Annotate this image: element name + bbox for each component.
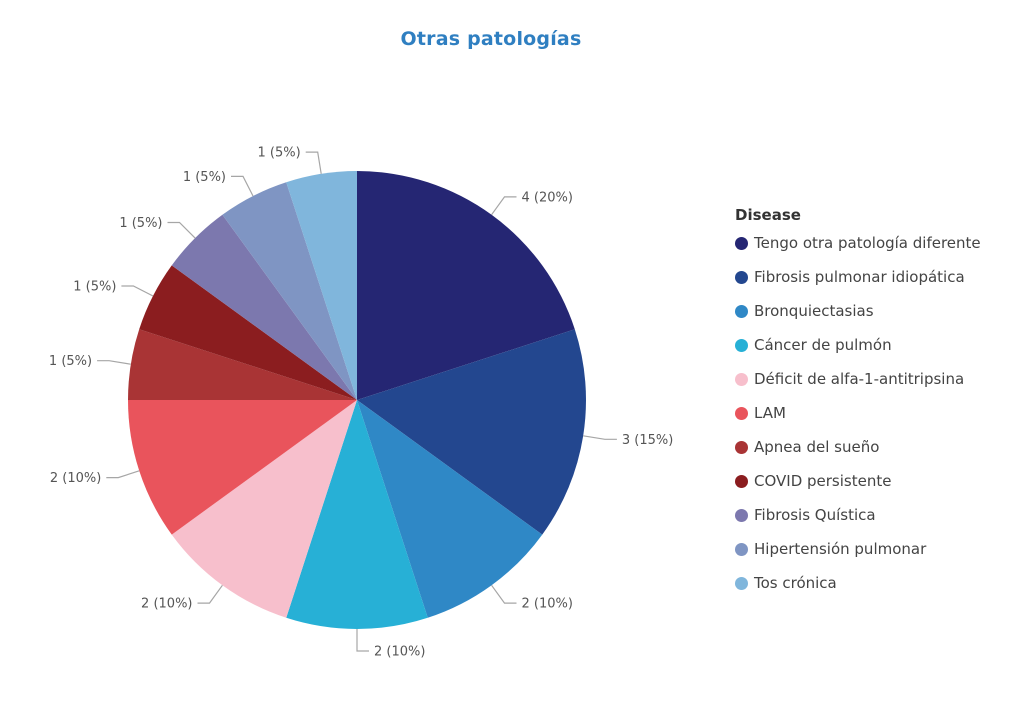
leader-line-tos-cronica — [305, 151, 322, 174]
data-label-fibrosis-pulmonar-idiopatica: 3 (15%) — [622, 433, 673, 448]
chart-title: Otras patologías — [400, 28, 582, 50]
legend-item-tengo-otra-patologia-diferente[interactable]: Tengo otra patología diferente — [735, 226, 1020, 260]
legend-label: Fibrosis pulmonar idiopática — [754, 268, 965, 286]
legend-marker — [735, 576, 748, 590]
legend-item-fibrosis-quistica[interactable]: Fibrosis Quística — [735, 498, 1020, 532]
data-label-bronquiectasias: 2 (10%) — [522, 597, 573, 612]
legend-marker — [735, 508, 748, 522]
legend-marker — [735, 440, 748, 454]
leader-line-covid-persistente — [121, 285, 154, 297]
data-label-cancer-de-pulmon: 2 (10%) — [374, 645, 425, 660]
pie-slice-bronquiectasias — [357, 400, 543, 618]
pie-slice-cancer-de-pulmon — [286, 400, 428, 629]
legend-item-lam[interactable]: LAM — [735, 396, 1020, 430]
legend-marker — [735, 338, 748, 352]
legend-item-covid-persistente[interactable]: COVID persistente — [735, 464, 1020, 498]
legend-marker — [735, 270, 748, 284]
legend-item-apnea-del-sueno[interactable]: Apnea del sueño — [735, 430, 1020, 464]
leader-line-fibrosis-pulmonar-idiopatica — [583, 435, 617, 440]
leader-line-cancer-de-pulmon — [356, 629, 369, 652]
pie-slice-hipertension-pulmonar — [222, 182, 357, 400]
pie-slice-tengo-otra-patologia-diferente — [357, 171, 575, 400]
pie-slices — [128, 171, 586, 629]
leader-line-lam — [106, 470, 140, 479]
pie-slice-deficit-de-alfa-1-antitripsina — [171, 400, 357, 618]
legend: Disease Tengo otra patología diferente Fi… — [735, 204, 1020, 600]
pie-data-labels: 4 (20%) 3 (15%) 2 (10%) 2 (10%) 2 (10%) 2 (10… — [49, 146, 673, 660]
legend-marker — [735, 304, 748, 318]
legend-label: Bronquiectasias — [754, 302, 874, 320]
legend-label: Déficit de alfa-1-antitripsina — [754, 370, 965, 388]
pie-slice-covid-persistente — [139, 265, 357, 400]
pie-slice-tos-cronica — [286, 171, 357, 400]
legend-marker — [735, 474, 748, 488]
legend-item-tos-cronica[interactable]: Tos crónica — [735, 566, 1020, 600]
data-label-hipertension-pulmonar: 1 (5%) — [183, 170, 226, 185]
pie-slice-apnea-del-sueno — [128, 329, 357, 400]
leader-line-tengo-otra-patologia-diferente — [491, 196, 517, 216]
leader-line-deficit-de-alfa-1-antitripsina — [197, 584, 223, 604]
data-label-apnea-del-sueno: 1 (5%) — [49, 354, 92, 369]
legend-label: Hipertensión pulmonar — [754, 540, 927, 558]
leader-line-bronquiectasias — [491, 584, 517, 604]
leader-line-fibrosis-quistica — [167, 221, 196, 239]
legend-label: Tengo otra patología diferente — [754, 234, 981, 252]
data-label-tos-cronica: 1 (5%) — [258, 146, 301, 161]
legend-label: LAM — [754, 404, 786, 422]
data-label-covid-persistente: 1 (5%) — [73, 280, 116, 295]
legend-marker — [735, 236, 748, 250]
legend-item-deficit-de-alfa-1-antitripsina[interactable]: Déficit de alfa-1-antitripsina — [735, 362, 1020, 396]
pie-slice-fibrosis-pulmonar-idiopatica — [357, 329, 586, 535]
legend-label: COVID persistente — [754, 472, 892, 490]
leader-line-hipertension-pulmonar — [231, 175, 254, 197]
data-label-fibrosis-quistica: 1 (5%) — [119, 216, 162, 231]
legend-item-hipertension-pulmonar[interactable]: Hipertensión pulmonar — [735, 532, 1020, 566]
legend-title: Disease — [735, 206, 801, 224]
data-label-lam: 2 (10%) — [50, 471, 101, 486]
pie-slice-fibrosis-quistica — [171, 214, 357, 400]
legend-items: Tengo otra patología diferente Fibrosis p… — [735, 226, 1020, 600]
legend-label: Tos crónica — [754, 574, 837, 592]
leader-line-apnea-del-sueno — [97, 360, 131, 365]
legend-label: Cáncer de pulmón — [754, 336, 892, 354]
legend-marker — [735, 542, 748, 556]
data-label-tengo-otra-patologia-diferente: 4 (20%) — [522, 190, 573, 205]
data-label-deficit-de-alfa-1-antitripsina: 2 (10%) — [141, 597, 192, 612]
legend-label: Apnea del sueño — [754, 438, 880, 456]
legend-marker — [735, 372, 748, 386]
pie-slice-lam — [128, 400, 357, 535]
legend-marker — [735, 406, 748, 420]
legend-item-bronquiectasias[interactable]: Bronquiectasias — [735, 294, 1020, 328]
legend-item-cancer-de-pulmon[interactable]: Cáncer de pulmón — [735, 328, 1020, 362]
legend-item-fibrosis-pulmonar-idiopatica[interactable]: Fibrosis pulmonar idiopática — [735, 260, 1020, 294]
legend-label: Fibrosis Quística — [754, 506, 876, 524]
